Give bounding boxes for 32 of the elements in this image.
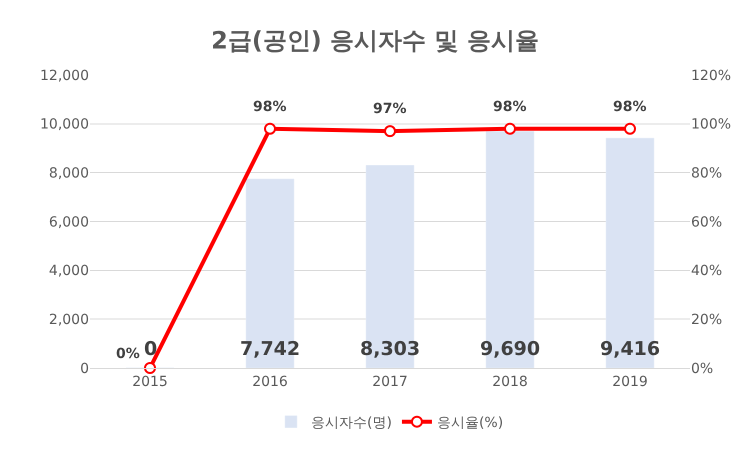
y2-tick-label: 100% bbox=[691, 116, 732, 133]
x-tick-label: 2016 bbox=[252, 374, 288, 390]
data-label: 9,690 bbox=[480, 338, 540, 360]
y-tick-label: 10,000 bbox=[40, 116, 89, 133]
y-tick-label: 2,000 bbox=[48, 312, 89, 328]
data-label: 97% bbox=[373, 101, 407, 117]
x-tick-label: 2015 bbox=[132, 374, 168, 390]
data-label: 9,416 bbox=[600, 338, 660, 360]
y-tick-label: 6,000 bbox=[48, 214, 89, 230]
y2-tick-label: 60% bbox=[691, 214, 722, 230]
chart-title: 2급(공인) 응시자수 및 응시율 bbox=[211, 26, 539, 55]
y-tick-label: 8,000 bbox=[48, 166, 89, 182]
x-tick-label: 2019 bbox=[612, 374, 648, 390]
legend-label: 응시자수(명) bbox=[311, 415, 392, 432]
data-label: 98% bbox=[493, 99, 527, 115]
y2-tick-label: 120% bbox=[691, 68, 732, 84]
y-tick-label: 4,000 bbox=[48, 263, 89, 280]
y2-tick-label: 0% bbox=[691, 360, 714, 377]
data-label: 8,303 bbox=[360, 338, 420, 360]
x-tick-label: 2018 bbox=[492, 374, 528, 390]
legend-label: 응시율(%) bbox=[436, 415, 504, 432]
data-label: 0% bbox=[116, 346, 140, 362]
y-tick-label: 12,000 bbox=[40, 68, 89, 84]
data-label: 0 bbox=[144, 338, 158, 360]
y2-tick-label: 40% bbox=[691, 263, 722, 280]
y-tick-label: 0 bbox=[80, 360, 89, 377]
data-label: 7,742 bbox=[240, 338, 300, 360]
y2-tick-label: 20% bbox=[691, 312, 722, 328]
y2-tick-label: 80% bbox=[691, 166, 722, 182]
x-tick-label: 2017 bbox=[372, 374, 408, 390]
data-label: 98% bbox=[253, 99, 287, 115]
data-label: 98% bbox=[613, 99, 647, 115]
